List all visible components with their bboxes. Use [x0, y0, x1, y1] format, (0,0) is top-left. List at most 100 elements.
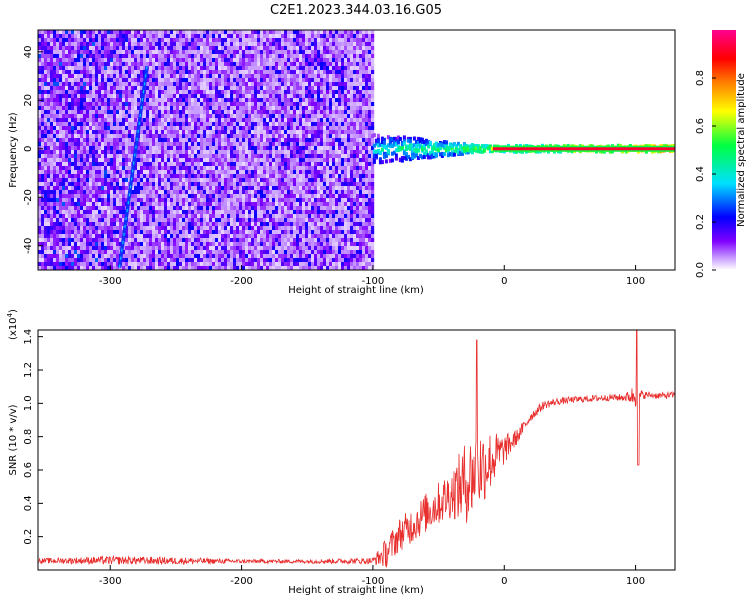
- heatmap-cell: [275, 178, 279, 183]
- heatmap-cell: [95, 258, 99, 263]
- heatmap-cell: [260, 74, 264, 79]
- heatmap-cell: [158, 222, 162, 227]
- heatmap-cell: [149, 86, 153, 91]
- heatmap-cell: [143, 62, 147, 67]
- heatmap-cell: [194, 142, 198, 147]
- heatmap-cell: [248, 126, 252, 131]
- heatmap-cell: [206, 130, 210, 135]
- heatmap-cell: [248, 222, 252, 227]
- heatmap-cell: [227, 242, 231, 247]
- heatmap-cell: [167, 30, 171, 35]
- heatmap-cell: [218, 258, 222, 263]
- heatmap-cell: [125, 78, 129, 83]
- heatmap-cell: [248, 38, 252, 43]
- heatmap-cell: [278, 150, 282, 155]
- heatmap-cell: [215, 62, 219, 67]
- heatmap-cell: [143, 154, 147, 159]
- heatmap-cell: [113, 74, 117, 79]
- heatmap-cell: [125, 114, 129, 119]
- heatmap-cell: [215, 258, 219, 263]
- heatmap-cell: [176, 226, 180, 231]
- heatmap-cell: [272, 254, 276, 259]
- heatmap-cell: [125, 94, 129, 99]
- heatmap-cell: [80, 146, 84, 151]
- heatmap-cell: [107, 258, 111, 263]
- heatmap-cell: [206, 230, 210, 235]
- heatmap-cell: [128, 78, 132, 83]
- heatmap-cell: [65, 250, 69, 255]
- heatmap-cell: [143, 138, 147, 143]
- heatmap-cell: [218, 118, 222, 123]
- heatmap-cell: [254, 198, 258, 203]
- heatmap-cell: [107, 118, 111, 123]
- heatmap-cell: [104, 110, 108, 115]
- heatmap-cell: [254, 234, 258, 239]
- heatmap-cell: [239, 150, 243, 155]
- heatmap-cell: [149, 202, 153, 207]
- heatmap-cell: [185, 62, 189, 67]
- heatmap-cell: [176, 234, 180, 239]
- heatmap-cell: [263, 186, 267, 191]
- heatmap-cell: [197, 158, 201, 163]
- heatmap-cell: [254, 114, 258, 119]
- heatmap-cell: [68, 86, 72, 91]
- heatmap-cell: [236, 106, 240, 111]
- heatmap-cell: [278, 142, 282, 147]
- heatmap-cell: [170, 90, 174, 95]
- heatmap-cell: [161, 42, 165, 47]
- heatmap-cell: [278, 122, 282, 127]
- heatmap-cell: [191, 74, 195, 79]
- heatmap-cell: [86, 190, 90, 195]
- heatmap-cell: [188, 70, 192, 75]
- heatmap-cell: [206, 102, 210, 107]
- heatmap-cell: [113, 214, 117, 219]
- heatmap-cell: [200, 74, 204, 79]
- heatmap-cell: [224, 242, 228, 247]
- heatmap-cell: [101, 242, 105, 247]
- heatmap-cell: [251, 250, 255, 255]
- heatmap-cell: [80, 50, 84, 55]
- heatmap-cell: [56, 190, 60, 195]
- heatmap-cell: [203, 158, 207, 163]
- heatmap-cell: [212, 190, 216, 195]
- heatmap-cell: [104, 146, 108, 151]
- heatmap-cell: [152, 86, 156, 91]
- heatmap-cell: [236, 258, 240, 263]
- heatmap-cell: [44, 30, 48, 35]
- heatmap-cell: [71, 110, 75, 115]
- heatmap-cell: [224, 70, 228, 75]
- heatmap-cell: [125, 162, 129, 167]
- heatmap-cell: [146, 138, 150, 143]
- heatmap-cell: [203, 226, 207, 231]
- heatmap-cell: [62, 174, 66, 179]
- heatmap-cell: [65, 86, 69, 91]
- heatmap-cell: [83, 114, 87, 119]
- heatmap-cell: [161, 210, 165, 215]
- heatmap-cell: [155, 82, 159, 87]
- heatmap-cell: [215, 166, 219, 171]
- heatmap-cell: [281, 162, 285, 167]
- heatmap-cell: [59, 50, 63, 55]
- heatmap-cell: [59, 54, 63, 59]
- heatmap-cell: [275, 54, 279, 59]
- heatmap-cell: [224, 134, 228, 139]
- heatmap-cell: [134, 190, 138, 195]
- heatmap-cell: [83, 106, 87, 111]
- heatmap-cell: [53, 138, 57, 143]
- heatmap-cell: [101, 38, 105, 43]
- heatmap-cell: [263, 150, 267, 155]
- heatmap-cell: [287, 34, 291, 39]
- heatmap-cell: [59, 198, 63, 203]
- heatmap-cell: [71, 262, 75, 267]
- heatmap-cell: [233, 178, 237, 183]
- heatmap-cell: [239, 74, 243, 79]
- heatmap-cell: [188, 94, 192, 99]
- heatmap-cell: [281, 206, 285, 211]
- heatmap-cell: [95, 98, 99, 103]
- heatmap-cell: [161, 70, 165, 75]
- heatmap-cell: [263, 146, 267, 151]
- heatmap-cell: [74, 202, 78, 207]
- heatmap-cell: [218, 170, 222, 175]
- heatmap-cell: [62, 146, 66, 151]
- heatmap-cell: [44, 178, 48, 183]
